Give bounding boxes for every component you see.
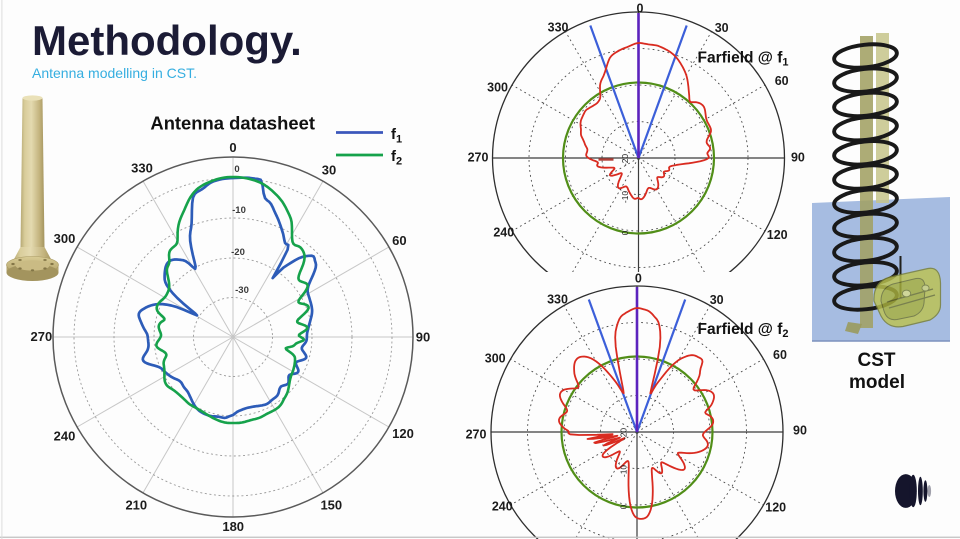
svg-text:0: 0 xyxy=(229,140,236,155)
svg-text:270: 270 xyxy=(31,329,53,344)
svg-text:300: 300 xyxy=(485,351,506,365)
svg-text:150: 150 xyxy=(320,498,342,513)
svg-text:f2: f2 xyxy=(391,148,402,168)
svg-text:0: 0 xyxy=(637,2,644,16)
svg-text:90: 90 xyxy=(791,150,805,164)
svg-text:Methodology.: Methodology. xyxy=(32,17,302,64)
svg-text:-20: -20 xyxy=(619,428,629,441)
svg-text:0: 0 xyxy=(234,164,239,175)
svg-text:-20: -20 xyxy=(231,247,245,258)
svg-text:60: 60 xyxy=(392,233,406,248)
svg-text:Farfield @ f1: Farfield @ f1 xyxy=(698,49,789,68)
svg-text:270: 270 xyxy=(468,150,489,164)
svg-text:240: 240 xyxy=(493,225,514,239)
svg-text:300: 300 xyxy=(54,231,76,246)
svg-text:Antenna modelling in CST.: Antenna modelling in CST. xyxy=(32,65,197,81)
svg-text:300: 300 xyxy=(487,80,508,94)
svg-text:Farfield @ f2: Farfield @ f2 xyxy=(698,321,789,340)
svg-text:-10: -10 xyxy=(232,205,246,216)
svg-text:30: 30 xyxy=(322,163,336,178)
svg-text:120: 120 xyxy=(392,426,414,441)
svg-text:180: 180 xyxy=(222,519,244,534)
svg-text:Antenna datasheet: Antenna datasheet xyxy=(150,112,315,133)
svg-text:90: 90 xyxy=(793,424,807,438)
svg-text:120: 120 xyxy=(767,228,788,242)
svg-text:330: 330 xyxy=(131,161,153,176)
svg-text:-20: -20 xyxy=(620,154,630,167)
svg-text:60: 60 xyxy=(775,74,789,88)
svg-text:CST: CST xyxy=(858,350,896,371)
svg-text:-10: -10 xyxy=(619,465,629,478)
svg-text:0: 0 xyxy=(620,230,630,235)
svg-text:90: 90 xyxy=(416,330,430,345)
svg-text:60: 60 xyxy=(773,348,787,362)
svg-text:0: 0 xyxy=(635,271,642,285)
svg-text:240: 240 xyxy=(492,499,513,513)
svg-text:0: 0 xyxy=(619,504,629,509)
svg-text:f1: f1 xyxy=(391,126,402,146)
svg-text:210: 210 xyxy=(125,498,147,513)
svg-text:30: 30 xyxy=(715,21,729,35)
svg-text:30: 30 xyxy=(710,293,724,307)
svg-text:model: model xyxy=(849,372,905,393)
svg-text:-10: -10 xyxy=(620,191,630,204)
svg-text:240: 240 xyxy=(54,429,76,444)
svg-text:330: 330 xyxy=(548,21,569,35)
svg-text:120: 120 xyxy=(765,500,786,514)
svg-text:330: 330 xyxy=(547,293,568,307)
svg-text:270: 270 xyxy=(466,427,487,441)
svg-text:-30: -30 xyxy=(235,285,249,296)
